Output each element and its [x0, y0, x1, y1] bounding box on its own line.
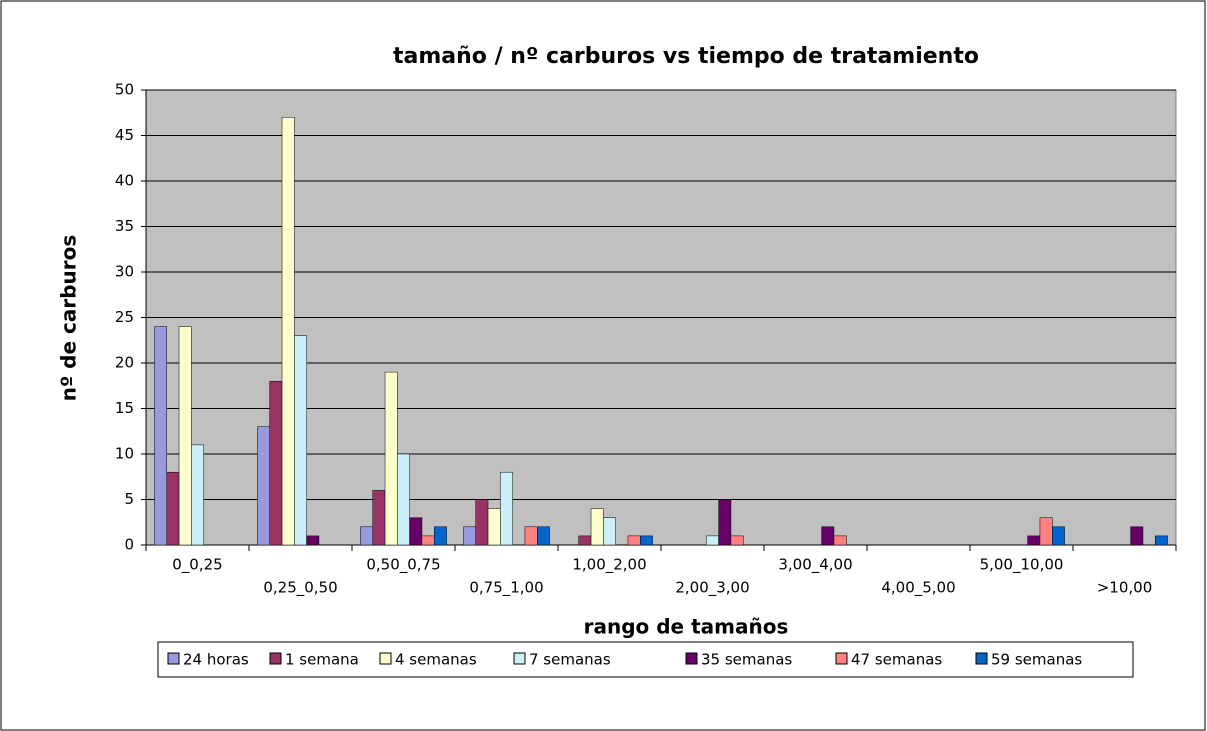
y-tick-label: 5 — [124, 490, 134, 508]
legend-label: 59 semanas — [991, 651, 1082, 669]
bar — [627, 535, 641, 546]
x-tick-label: 0_0,25 — [172, 556, 222, 575]
bar — [578, 535, 592, 546]
y-tick-label: 40 — [115, 172, 134, 190]
chart-title: tamaño / nº carburos vs tiempo de tratam… — [393, 44, 979, 69]
bar — [730, 535, 744, 546]
bar — [1052, 526, 1065, 546]
y-tick-label: 30 — [115, 263, 134, 281]
bar — [821, 526, 835, 546]
bar — [294, 335, 307, 546]
bar — [166, 471, 180, 546]
bar — [1039, 517, 1053, 546]
bar — [191, 444, 204, 546]
bar — [1130, 526, 1144, 546]
y-tick-label: 20 — [115, 354, 134, 372]
bar — [257, 426, 271, 546]
y-tick-label: 15 — [115, 399, 134, 417]
bar — [306, 535, 320, 546]
x-tick-label: 2,00_3,00 — [675, 579, 749, 598]
x-tick-label: 0,25_0,50 — [263, 579, 337, 598]
legend-label: 24 horas — [183, 651, 249, 669]
bar — [421, 535, 435, 546]
legend-swatch — [513, 652, 526, 665]
x-tick-label: 0,75_1,00 — [469, 579, 543, 598]
legend-label: 1 semana — [285, 651, 359, 669]
legend-swatch — [167, 652, 180, 665]
legend-swatch — [835, 652, 848, 665]
legend — [157, 641, 1134, 678]
legend-label: 7 semanas — [529, 651, 611, 669]
bar — [372, 490, 386, 546]
legend-label: 35 semanas — [701, 651, 792, 669]
x-tick-label: 4,00_5,00 — [881, 579, 955, 598]
bar — [706, 535, 719, 546]
bar — [500, 471, 513, 546]
legend-swatch — [685, 652, 698, 665]
legend-label: 4 semanas — [395, 651, 477, 669]
x-tick-label: 1,00_2,00 — [572, 556, 646, 575]
bar — [524, 526, 538, 546]
bar — [603, 517, 616, 546]
legend-swatch — [975, 652, 988, 665]
bar — [269, 380, 283, 546]
legend-label: 47 semanas — [851, 651, 942, 669]
y-axis-title: nº de carburos — [57, 235, 81, 402]
bar — [434, 526, 447, 546]
x-tick-label: 0,50_0,75 — [366, 556, 440, 575]
bar — [409, 517, 423, 546]
y-tick-label: 25 — [115, 308, 134, 326]
bar — [833, 535, 847, 546]
y-tick-label: 45 — [115, 126, 134, 144]
bar — [475, 499, 489, 546]
legend-swatch — [269, 652, 282, 665]
bar — [487, 508, 501, 546]
y-tick-label: 35 — [115, 217, 134, 235]
x-tick-label: 3,00_4,00 — [778, 556, 852, 575]
bar — [397, 453, 410, 546]
y-tick-label: 10 — [115, 445, 134, 463]
bar — [537, 526, 550, 546]
bar — [640, 535, 653, 546]
bar — [463, 526, 477, 546]
bar — [178, 326, 192, 546]
bar — [281, 117, 295, 546]
x-tick-label: 5,00_10,00 — [980, 556, 1064, 575]
y-tick-label: 0 — [124, 536, 134, 554]
bar — [1027, 535, 1041, 546]
bar — [590, 508, 604, 546]
y-tick-label: 50 — [115, 81, 134, 99]
x-axis-title: rango de tamaños — [584, 615, 789, 639]
bar — [360, 526, 374, 546]
bar — [718, 499, 732, 546]
bar — [154, 326, 167, 546]
bar — [1155, 535, 1168, 546]
bar — [384, 371, 398, 546]
x-tick-label: >10,00 — [1097, 579, 1153, 597]
legend-swatch — [379, 652, 392, 665]
